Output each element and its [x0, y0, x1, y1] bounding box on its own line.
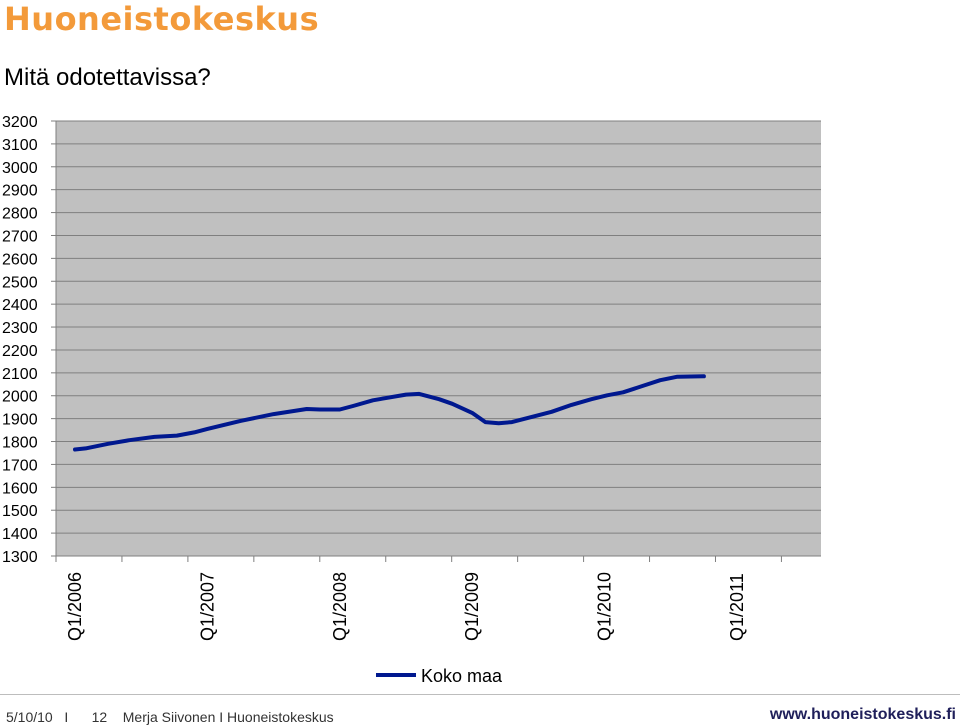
- y-tick-label: 2900: [2, 183, 38, 200]
- y-tick-label: 1900: [2, 412, 38, 429]
- y-tick-label: 3200: [2, 114, 38, 131]
- y-tick-label: 1500: [2, 503, 38, 520]
- gridlines: [55, 120, 821, 557]
- y-tick-label: 2300: [2, 320, 38, 337]
- y-tick-label: 2800: [2, 206, 38, 223]
- footer-url[interactable]: www.huoneistokeskus.fi: [769, 706, 956, 723]
- x-tick-label: Q1/2011: [727, 573, 747, 641]
- y-tick-label: 1700: [2, 457, 38, 474]
- y-tick-label: 2500: [2, 274, 38, 291]
- x-tick-label: Q1/2009: [462, 572, 482, 641]
- y-tick-label: 3100: [2, 137, 38, 154]
- legend: Koko maa: [376, 666, 503, 686]
- y-tick-label: 2200: [2, 343, 38, 360]
- footer-author: Merja Siivonen I Huoneistokeskus: [122, 709, 334, 725]
- y-tick-label: 2600: [2, 251, 38, 268]
- x-tick-label: Q1/2008: [330, 572, 350, 641]
- plot-area: [56, 121, 821, 556]
- x-tick-label: Q1/2006: [65, 572, 85, 641]
- footer-info: 5/10/10 I 12 Merja Siivonen I Huoneistok…: [6, 709, 334, 725]
- y-tick-label: 2100: [2, 366, 38, 383]
- footer-divider: [0, 694, 960, 695]
- brand-logo: Huoneistokeskus: [4, 0, 320, 38]
- y-axis-ticks: 1300 1400 1500 1600 1700 1800 1900 2000 2100 2200…: [2, 114, 56, 566]
- y-tick-label: 1400: [2, 526, 38, 543]
- footer-separator: I: [64, 709, 69, 725]
- slide-subtitle: Mitä odotettavissa?: [4, 64, 211, 91]
- y-tick-label: 1600: [2, 480, 38, 497]
- y-tick-label: 1800: [2, 435, 38, 452]
- footer-date: 5/10/10: [6, 709, 53, 725]
- y-tick-label: 2000: [2, 389, 38, 406]
- y-tick-label: 3000: [2, 160, 38, 177]
- x-tick-label: Q1/2010: [595, 572, 615, 641]
- y-tick-label: 2700: [2, 228, 38, 245]
- legend-label-koko-maa: Koko maa: [421, 666, 503, 686]
- series-layer: [73, 374, 706, 452]
- x-axis-ticks: Q1/2006 Q1/2007 Q1/2008 Q1/2009 Q1/2010 Q1/20…: [55, 556, 782, 641]
- series-line-koko-maa: [73, 374, 706, 452]
- footer-page-number: 12: [91, 709, 108, 725]
- y-tick-label: 2400: [2, 297, 38, 314]
- x-tick-label: Q1/2007: [197, 572, 217, 641]
- y-tick-label: 1300: [2, 549, 38, 566]
- line-chart: 1300 1400 1500 1600 1700 1800 1900 2000 2100 2200…: [2, 114, 821, 686]
